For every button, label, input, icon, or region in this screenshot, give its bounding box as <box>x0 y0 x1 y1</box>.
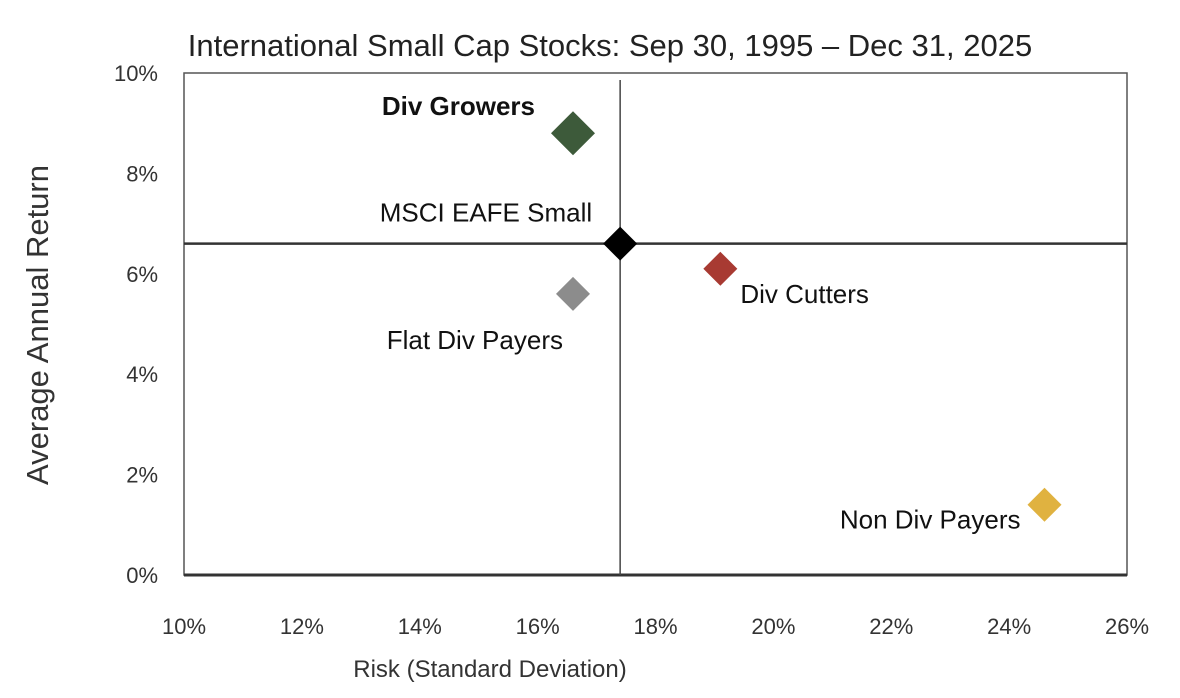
data-point: MSCI EAFE Small <box>380 198 638 261</box>
y-tick-label: 10% <box>114 61 158 86</box>
x-axis-label: Risk (Standard Deviation) <box>353 656 626 683</box>
point-marker <box>1027 487 1062 522</box>
y-tick-label: 6% <box>126 262 158 287</box>
y-tick-label: 4% <box>126 362 158 387</box>
x-tick-label: 24% <box>987 614 1031 639</box>
point-label: Div Growers <box>382 91 535 121</box>
data-point: Div Growers <box>382 91 595 156</box>
point-marker <box>703 251 738 286</box>
x-tick-label: 12% <box>280 614 324 639</box>
point-label: MSCI EAFE Small <box>380 198 592 228</box>
y-tick-label: 2% <box>126 463 158 488</box>
x-tick-label: 20% <box>751 614 795 639</box>
point-label: Div Cutters <box>740 279 869 309</box>
point-marker <box>555 276 590 311</box>
point-label: Non Div Payers <box>840 505 1021 535</box>
data-point: Div Cutters <box>703 251 869 309</box>
x-tick-label: 16% <box>516 614 560 639</box>
point-label: Flat Div Payers <box>387 325 563 355</box>
y-tick-label: 0% <box>126 563 158 588</box>
data-point: Non Div Payers <box>840 487 1062 535</box>
x-tick-label: 22% <box>869 614 913 639</box>
chart-title: International Small Cap Stocks: Sep 30, … <box>188 28 1032 63</box>
y-tick-label: 8% <box>126 161 158 186</box>
point-marker <box>550 111 595 156</box>
plot-area <box>183 72 1128 576</box>
data-point: Flat Div Payers <box>387 276 590 355</box>
x-tick-label: 10% <box>162 614 206 639</box>
x-tick-label: 26% <box>1105 614 1149 639</box>
x-tick-label: 18% <box>633 614 677 639</box>
point-marker <box>603 226 638 261</box>
x-tick-label: 14% <box>398 614 442 639</box>
y-axis-label: Average Annual Return <box>20 165 55 485</box>
